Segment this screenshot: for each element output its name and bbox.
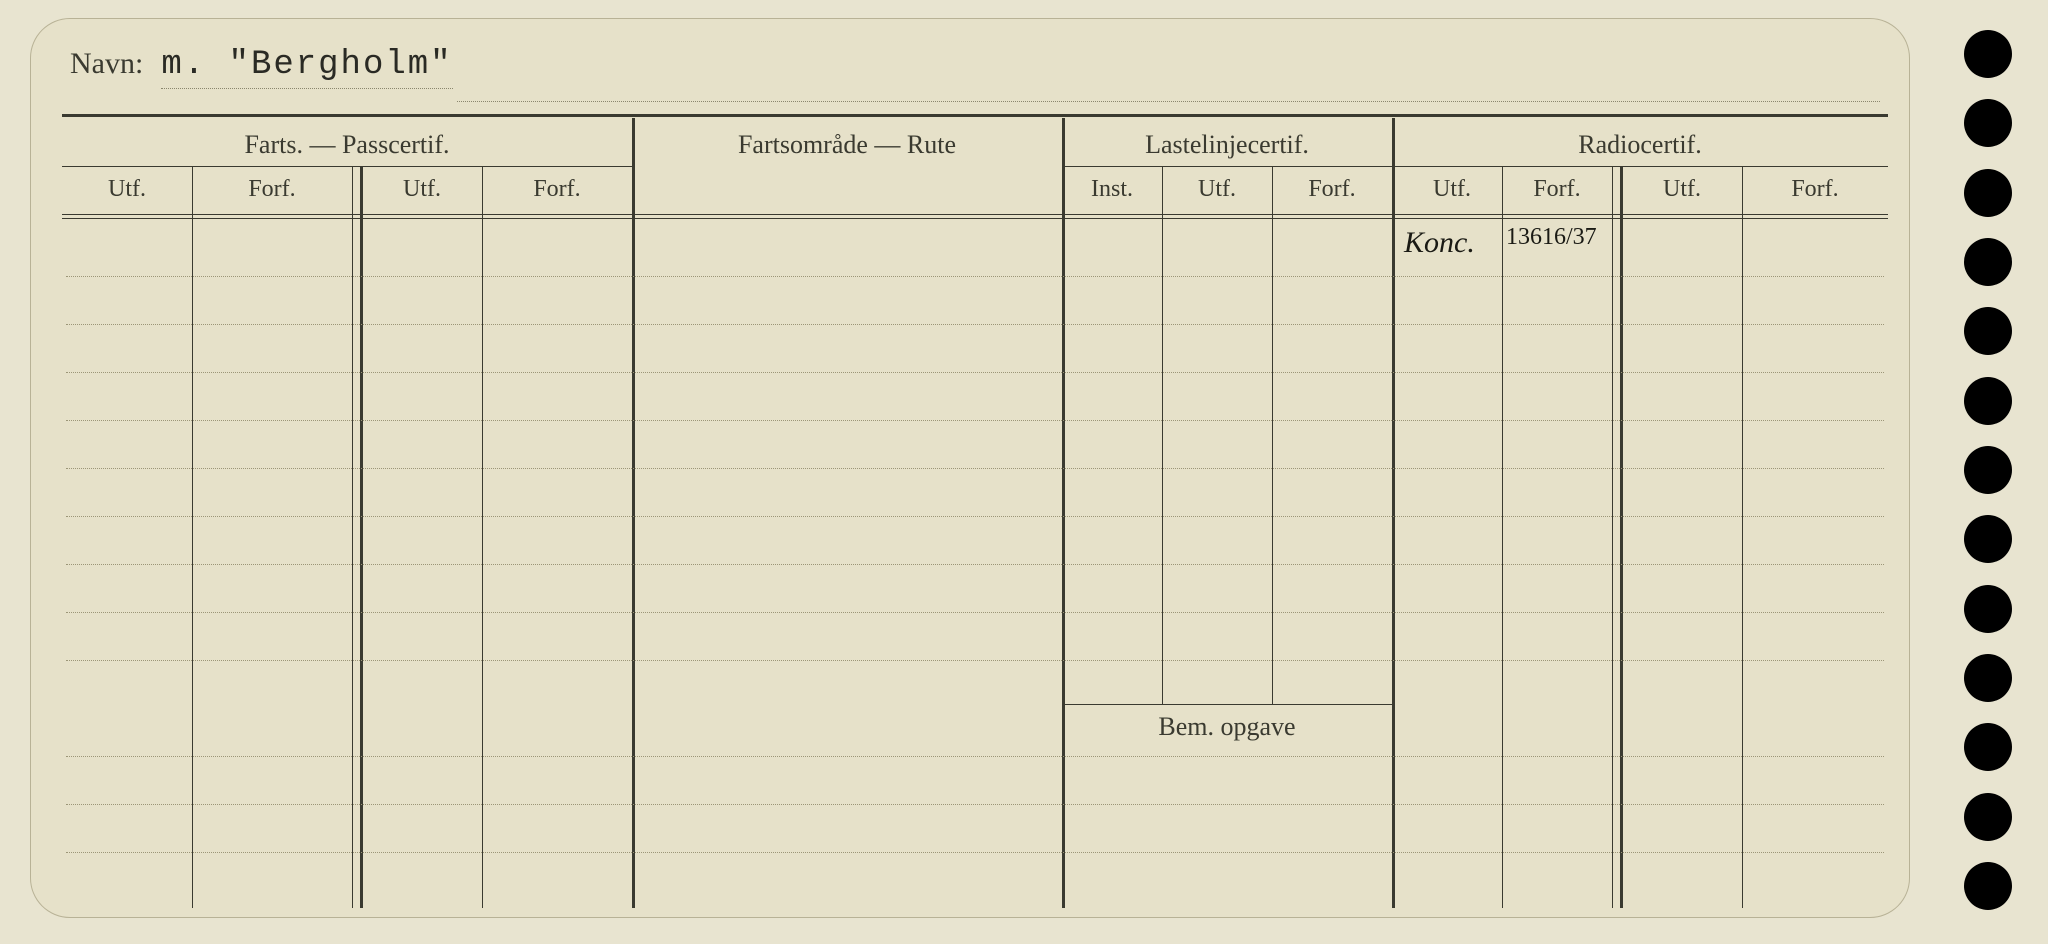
name-row: Navn: m. "Bergholm" — [70, 46, 1880, 106]
hline — [1392, 166, 1888, 167]
vline-thick — [360, 166, 363, 908]
row-line — [66, 612, 1884, 613]
punch-holes — [1948, 30, 2028, 910]
punch-hole — [1964, 446, 2012, 494]
bem-rule — [1062, 704, 1392, 705]
punch-hole — [1964, 99, 2012, 147]
hline — [1062, 166, 1392, 167]
bem-opgave-label: Bem. opgave — [1062, 712, 1392, 742]
row-line — [66, 372, 1884, 373]
row-line — [66, 852, 1884, 853]
punch-hole — [1964, 30, 2012, 78]
sub-forf: Forf. — [1742, 176, 1888, 203]
sub-inst: Inst. — [1062, 176, 1162, 203]
punch-hole — [1964, 169, 2012, 217]
punch-hole — [1964, 862, 2012, 910]
punch-hole — [1964, 238, 2012, 286]
sub-forf: Forf. — [1272, 176, 1392, 203]
row-line — [66, 276, 1884, 277]
group-lastelinje: Lastelinjecertif. — [1062, 130, 1392, 160]
sub-utf: Utf. — [1162, 176, 1272, 203]
vline — [1162, 166, 1163, 704]
sub-utf: Utf. — [1622, 176, 1742, 203]
sub-utf: Utf. — [1402, 176, 1502, 203]
top-rule — [62, 114, 1888, 117]
name-label: Navn: — [70, 47, 143, 81]
sub-forf: Forf. — [192, 176, 352, 203]
vline — [482, 166, 483, 908]
vline — [1612, 166, 1613, 908]
punch-hole — [1964, 515, 2012, 563]
vline — [1742, 166, 1743, 908]
punch-hole — [1964, 307, 2012, 355]
punch-hole — [1964, 793, 2012, 841]
name-underline — [457, 100, 1880, 102]
punch-hole — [1964, 585, 2012, 633]
row-line — [66, 564, 1884, 565]
vline-thick — [1062, 118, 1065, 908]
vline-thick — [1392, 118, 1395, 908]
entry-radio-utf-1: Konc. — [1404, 226, 1475, 260]
sub-utf: Utf. — [362, 176, 482, 203]
row-line — [66, 660, 1884, 661]
certificate-table: Farts. — Passcertif. Fartsområde — Rute … — [62, 118, 1888, 908]
vline — [192, 166, 193, 908]
entry-radio-forf-1: 13616/37 — [1506, 224, 1597, 251]
group-fartsomrade: Fartsområde — Rute — [632, 130, 1062, 160]
punch-hole — [1964, 723, 2012, 771]
row-line — [66, 804, 1884, 805]
row-line — [66, 516, 1884, 517]
row-line — [66, 468, 1884, 469]
punch-hole — [1964, 377, 2012, 425]
vline-thick — [632, 118, 635, 908]
vline — [352, 166, 353, 908]
hline — [62, 166, 632, 167]
vline — [1502, 166, 1503, 908]
group-farts: Farts. — Passcertif. — [62, 130, 632, 160]
sub-utf: Utf. — [62, 176, 192, 203]
row-line — [66, 324, 1884, 325]
sub-forf: Forf. — [1502, 176, 1612, 203]
record-card: Navn: m. "Bergholm" Farts. — Passcertif.… — [30, 18, 1910, 918]
vline — [1272, 166, 1273, 704]
vline-thick — [1620, 166, 1623, 908]
row-line — [66, 756, 1884, 757]
punch-hole — [1964, 654, 2012, 702]
sub-forf: Forf. — [482, 176, 632, 203]
row-line — [66, 420, 1884, 421]
name-value: m. "Bergholm" — [161, 46, 452, 89]
hline-double — [62, 214, 1888, 215]
group-radio: Radiocertif. — [1392, 130, 1888, 160]
